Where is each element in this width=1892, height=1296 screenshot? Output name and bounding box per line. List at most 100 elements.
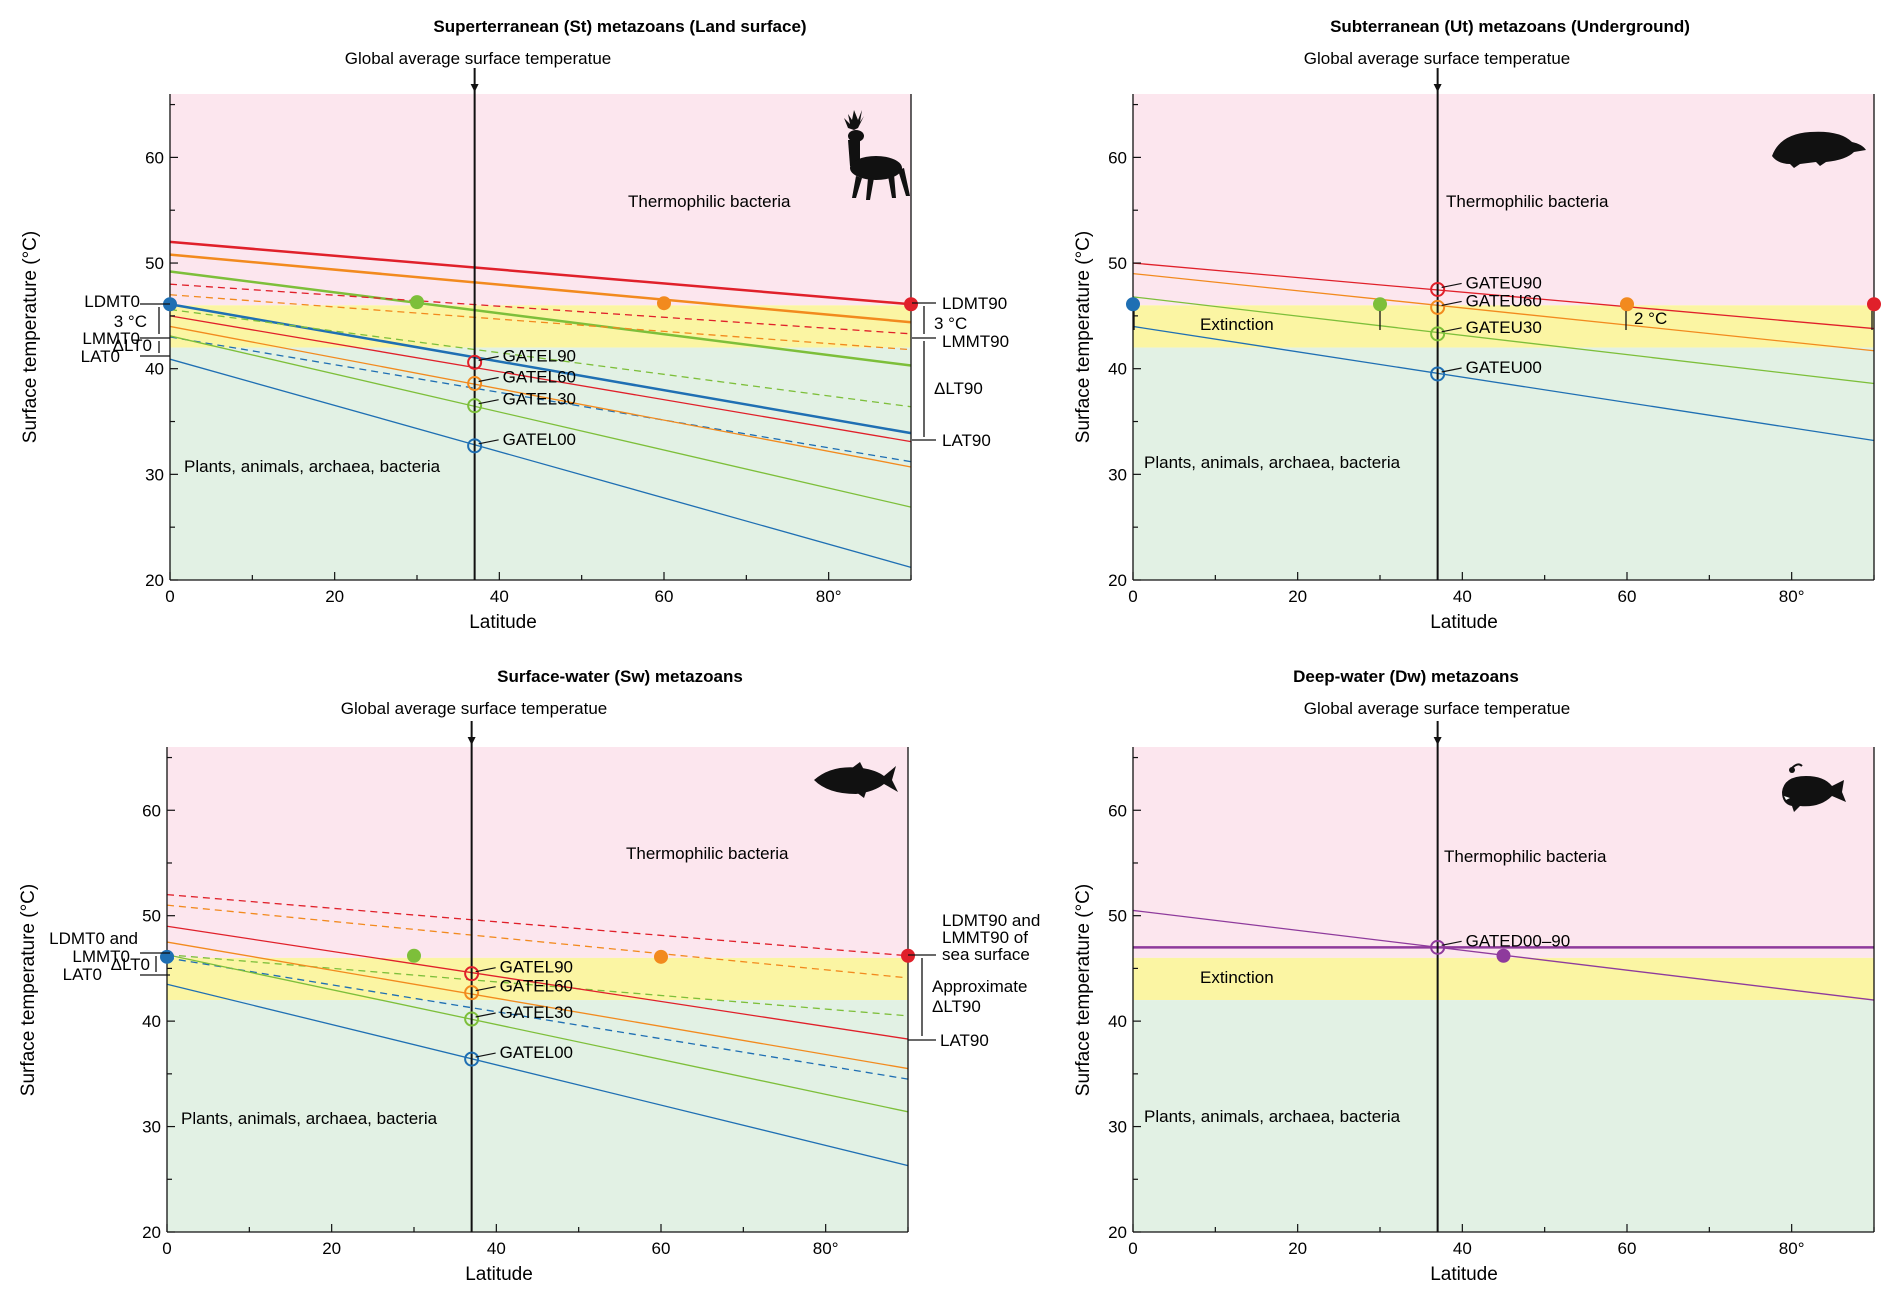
panel-a-left-label-lat0: LAT0 — [81, 347, 120, 366]
panel-a-ylabel: Surface temperature (°C) — [20, 231, 41, 443]
series-line — [169, 336, 912, 463]
panel-d-plants-label: Plants, animals, archaea, bacteria — [1144, 1107, 1401, 1126]
point-label: GATEU90 — [1466, 273, 1542, 292]
panel-a-left-label-3c: 3 °C — [114, 312, 147, 331]
filled-point — [407, 948, 421, 963]
point-label: GATEU00 — [1466, 358, 1542, 377]
filled-point — [1620, 297, 1634, 312]
open-point — [1430, 366, 1446, 382]
anglerfish-icon — [1782, 763, 1846, 812]
y-tick-label: 30 — [1108, 465, 1127, 484]
y-tick-label: 20 — [142, 1223, 161, 1242]
point-leader — [478, 399, 499, 405]
panel-a: Superterranean (St) metazoans (Land surf… — [20, 17, 1009, 633]
series-line — [169, 253, 912, 324]
deer-icon — [844, 110, 910, 200]
band-plants — [167, 1000, 908, 1232]
global-average-arrow — [470, 84, 479, 92]
panel-c-right-label-3: sea surface — [942, 945, 1030, 964]
y-tick-label: 40 — [1108, 360, 1127, 379]
global-average-arrow — [1433, 84, 1442, 92]
panel-a-xlabel: Latitude — [469, 612, 537, 633]
panel-b-thermophilic-label: Thermophilic bacteria — [1446, 192, 1609, 211]
open-point — [467, 354, 483, 370]
y-tick-label: 20 — [145, 571, 164, 590]
x-tick-label: 60 — [1618, 1239, 1637, 1258]
panel-d-ylabel: Surface temperature (°C) — [1073, 884, 1094, 1096]
band-thermophilic — [1133, 94, 1874, 306]
series-line — [169, 240, 912, 306]
panel-a-left-label-ldmt0: LDMT0 — [84, 292, 140, 311]
open-point — [464, 966, 480, 982]
series-line — [166, 925, 909, 1040]
panel-d-extinction-label: Extinction — [1200, 968, 1274, 987]
panel-d-title: Deep-water (Dw) metazoans — [1293, 667, 1519, 686]
panel-c: Surface-water (Sw) metazoans Global aver… — [18, 667, 1040, 1285]
panel-b-plot: 0 20 40 60 80°2030405060GATEU90GATEU60GATEU3… — [1108, 68, 1881, 606]
series-line — [169, 308, 912, 408]
panel-c-right-arrows — [908, 954, 936, 1041]
panel-a-left-label-lmmt0: LMMT0 — [82, 329, 140, 348]
x-tick-label: 0 — [1128, 1239, 1137, 1258]
point-leader — [475, 986, 496, 992]
panel-c-right-label-5: ΔLT90 — [932, 997, 981, 1016]
panel-a-left-arrows — [140, 303, 170, 357]
point-leader — [475, 1012, 496, 1018]
panel-d: Deep-water (Dw) metazoans Global average… — [1073, 667, 1875, 1285]
filled-point — [1496, 948, 1511, 963]
panel-a-overlay: Thermophilic bacteria Plants, animals, a… — [81, 110, 1009, 476]
x-tick-label: 20 — [1288, 1239, 1307, 1258]
filled-point — [904, 297, 918, 312]
y-tick-label: 20 — [1108, 571, 1127, 590]
filled-point — [654, 949, 668, 964]
y-tick-label: 60 — [1108, 148, 1127, 167]
panel-c-left-label-dlt0: ΔLT0 — [111, 955, 150, 974]
panel-c-thermophilic-label: Thermophilic bacteria — [626, 844, 789, 863]
band-extinction — [1133, 957, 1874, 1001]
point-label: GATEL60 — [503, 367, 576, 386]
fish-icon — [814, 762, 898, 798]
panel-c-left-label-ldmt0: LDMT0 and — [49, 929, 138, 948]
series-line — [166, 904, 909, 979]
y-tick-label: 30 — [1108, 1118, 1127, 1137]
y-tick-label: 50 — [1108, 254, 1127, 273]
open-point — [1430, 281, 1446, 297]
global-average-arrow — [467, 737, 476, 745]
y-tick-label: 60 — [142, 801, 161, 820]
series-line — [1132, 296, 1875, 385]
x-tick-label: 80° — [1779, 587, 1805, 606]
y-tick-label: 50 — [142, 907, 161, 926]
series-line — [169, 283, 912, 335]
panel-c-left-arrows — [140, 952, 170, 976]
open-point — [467, 375, 483, 391]
open-point — [467, 398, 483, 414]
x-tick-label: 80° — [813, 1239, 839, 1258]
panel-b-xlabel: Latitude — [1430, 612, 1498, 633]
series-line — [166, 941, 909, 1070]
x-tick-label: 20 — [1288, 587, 1307, 606]
series-line — [166, 893, 909, 957]
panel-a-right-label-lat90: LAT90 — [942, 431, 991, 450]
filled-point — [1126, 297, 1140, 312]
y-tick-label: 30 — [142, 1118, 161, 1137]
point-label: GATEL60 — [500, 977, 573, 996]
point-label: GATEL30 — [500, 1003, 573, 1022]
x-tick-label: 0 — [165, 587, 174, 606]
panel-c-title: Surface-water (Sw) metazoans — [497, 667, 743, 686]
panel-a-plants-label: Plants, animals, archaea, bacteria — [184, 457, 441, 476]
band-plants — [1133, 347, 1874, 580]
series-line — [166, 983, 909, 1167]
point-leader — [475, 967, 496, 973]
panel-a-right-label-3c: 3 °C — [934, 314, 967, 333]
y-tick-label: 20 — [1108, 1223, 1127, 1242]
panel-b: Subterranean (Ut) metazoans (Underground… — [1073, 17, 1881, 633]
panel-c-right-label-1: LDMT90 and — [942, 911, 1040, 930]
x-tick-label: 0 — [162, 1239, 171, 1258]
x-tick-label: 40 — [490, 587, 509, 606]
open-point — [464, 1051, 480, 1067]
x-tick-label: 40 — [1453, 587, 1472, 606]
panel-c-plot: 0 20 40 60 80°2030405060GATEL90GATEL60GATEL3… — [142, 721, 915, 1258]
point-label: GATEL90 — [500, 958, 573, 977]
filled-point — [1867, 297, 1881, 312]
